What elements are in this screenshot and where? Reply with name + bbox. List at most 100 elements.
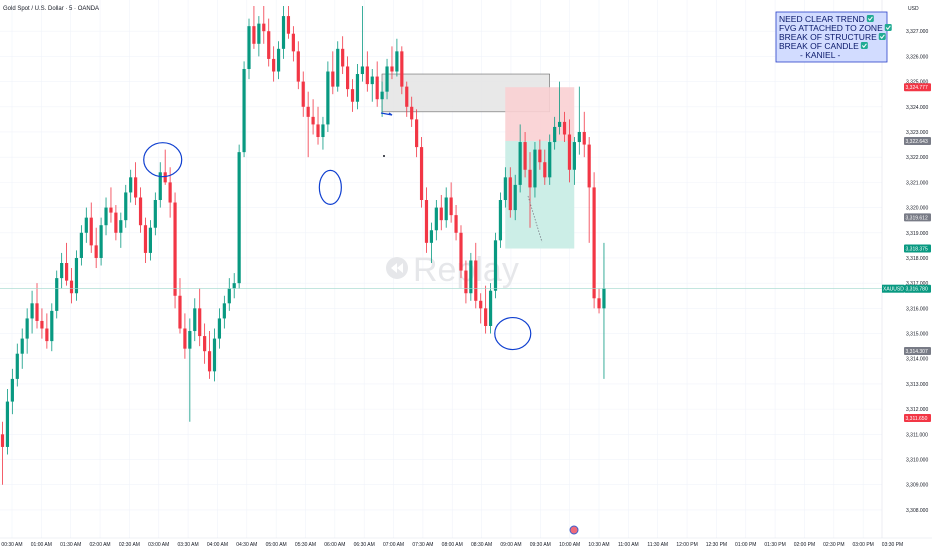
price-tag-label: 3,314.307: [906, 349, 928, 355]
candle-body: [429, 230, 434, 243]
candle-body: [538, 149, 542, 163]
candle-body: [286, 16, 291, 34]
candle-body: [193, 308, 197, 332]
candle-body: [311, 116, 315, 125]
x-tick-label: 05:00 AM: [266, 542, 287, 548]
candle-body: [158, 172, 162, 201]
candle-body: [15, 353, 19, 379]
candle-body: [350, 89, 355, 102]
price-tag: [904, 413, 931, 422]
symbol-tag-label: XAUUSD: [883, 287, 904, 293]
x-tick-label: 00:30 AM: [1, 542, 22, 548]
x-tick-label: 02:00 PM: [794, 542, 815, 548]
candle-body: [207, 351, 212, 372]
check-mark: [867, 16, 873, 21]
time-axis[interactable]: 00:30 AM 01:00 AM 01:30 AM 02:00 AM 02:30 AM…: [0, 537, 932, 548]
x-tick-label: 09:00 AM: [500, 542, 521, 548]
x-tick-label: 04:00 AM: [207, 542, 228, 548]
candle-body: [321, 124, 325, 138]
candle-body: [84, 217, 88, 233]
x-tick-label: 08:00 AM: [442, 542, 463, 548]
y-tick-label: 3,321.000: [906, 180, 928, 186]
candle-body: [94, 245, 98, 258]
check-mark: [879, 34, 885, 39]
price-tag-label: 3,318.375: [906, 247, 928, 253]
candle-body: [562, 121, 567, 135]
x-tick-label: 03:00 PM: [852, 542, 873, 548]
candle-body: [119, 220, 123, 233]
x-tick-label: 10:00 AM: [559, 542, 580, 548]
candle-body: [188, 331, 192, 349]
candle-body: [20, 338, 24, 354]
candle-body: [557, 121, 562, 127]
candle-body: [64, 263, 69, 281]
candle-body: [375, 76, 379, 100]
candle-body: [543, 162, 547, 178]
candle-body: [424, 200, 429, 243]
price-tag-label: 3,322.643: [906, 139, 928, 145]
candle-body: [35, 303, 39, 321]
y-tick-label: 3,311.000: [906, 432, 928, 438]
candle-body: [484, 308, 488, 326]
candle-body: [173, 202, 177, 296]
y-tick-label: 3,323.000: [906, 130, 928, 136]
candle-body: [129, 177, 133, 193]
x-tick-label: 04:30 AM: [236, 542, 257, 548]
candle-body: [89, 217, 93, 246]
candle-body: [410, 106, 414, 120]
x-tick-label: 03:00 AM: [148, 542, 169, 548]
candle-body: [513, 184, 517, 211]
candle-body: [474, 260, 478, 301]
candle-body: [355, 74, 360, 102]
candle-body: [602, 288, 606, 309]
candle-body: [464, 270, 468, 294]
candle-body: [291, 33, 295, 52]
price-tag-label: 3,316.780: [906, 287, 928, 293]
candle-body: [148, 227, 152, 253]
candle-body: [336, 48, 340, 87]
price-axis[interactable]: 3,308.000 3,309.000 3,310.000 3,311.000 3,31…: [881, 0, 932, 538]
candle-body: [316, 124, 320, 138]
candle-body: [370, 76, 374, 85]
candle-body: [30, 303, 34, 319]
x-tick-label: 02:00 AM: [89, 542, 110, 548]
candle-body: [449, 197, 453, 216]
candle-body: [74, 257, 79, 294]
candle-body: [479, 300, 483, 309]
candle-body: [572, 142, 576, 170]
y-tick-label: 3,320.000: [906, 206, 928, 212]
replay-icon-arrows: [391, 263, 403, 273]
candle-body: [400, 51, 404, 87]
price-tag: [904, 284, 931, 293]
y-tick-label: 3,327.000: [906, 29, 928, 35]
x-tick-label: 02:30 AM: [119, 542, 140, 548]
x-tick-label: 06:00 AM: [324, 542, 345, 548]
price-tag: [904, 244, 931, 253]
candle-body: [395, 51, 399, 72]
candle-body: [60, 263, 64, 279]
x-tick-label: 11:00 AM: [618, 542, 639, 548]
x-tick-label: 11:30 AM: [647, 542, 668, 548]
candle-body: [444, 197, 448, 221]
us-flag-icon[interactable]: [569, 525, 579, 535]
candle-body: [469, 260, 473, 294]
check-icon: [878, 33, 886, 40]
price-tag: [904, 83, 931, 92]
candle-body: [40, 320, 44, 329]
candle-body: [341, 48, 345, 67]
x-tick-label: 01:30 PM: [764, 542, 785, 548]
candle-body: [272, 58, 276, 72]
x-tick-label: 05:30 AM: [295, 542, 316, 548]
candle-body: [360, 66, 364, 75]
candle-body: [267, 31, 271, 59]
swing-high-circle: [143, 142, 183, 178]
candle-body: [523, 142, 527, 170]
note-line: - KANIEL -: [800, 50, 840, 60]
x-tick-label: 10:30 AM: [588, 542, 609, 548]
note-line: BREAK OF CANDLE: [779, 41, 859, 51]
price-tag: [904, 213, 931, 222]
y-tick-label: 3,309.000: [906, 483, 928, 489]
annotations-layer: [143, 112, 543, 351]
